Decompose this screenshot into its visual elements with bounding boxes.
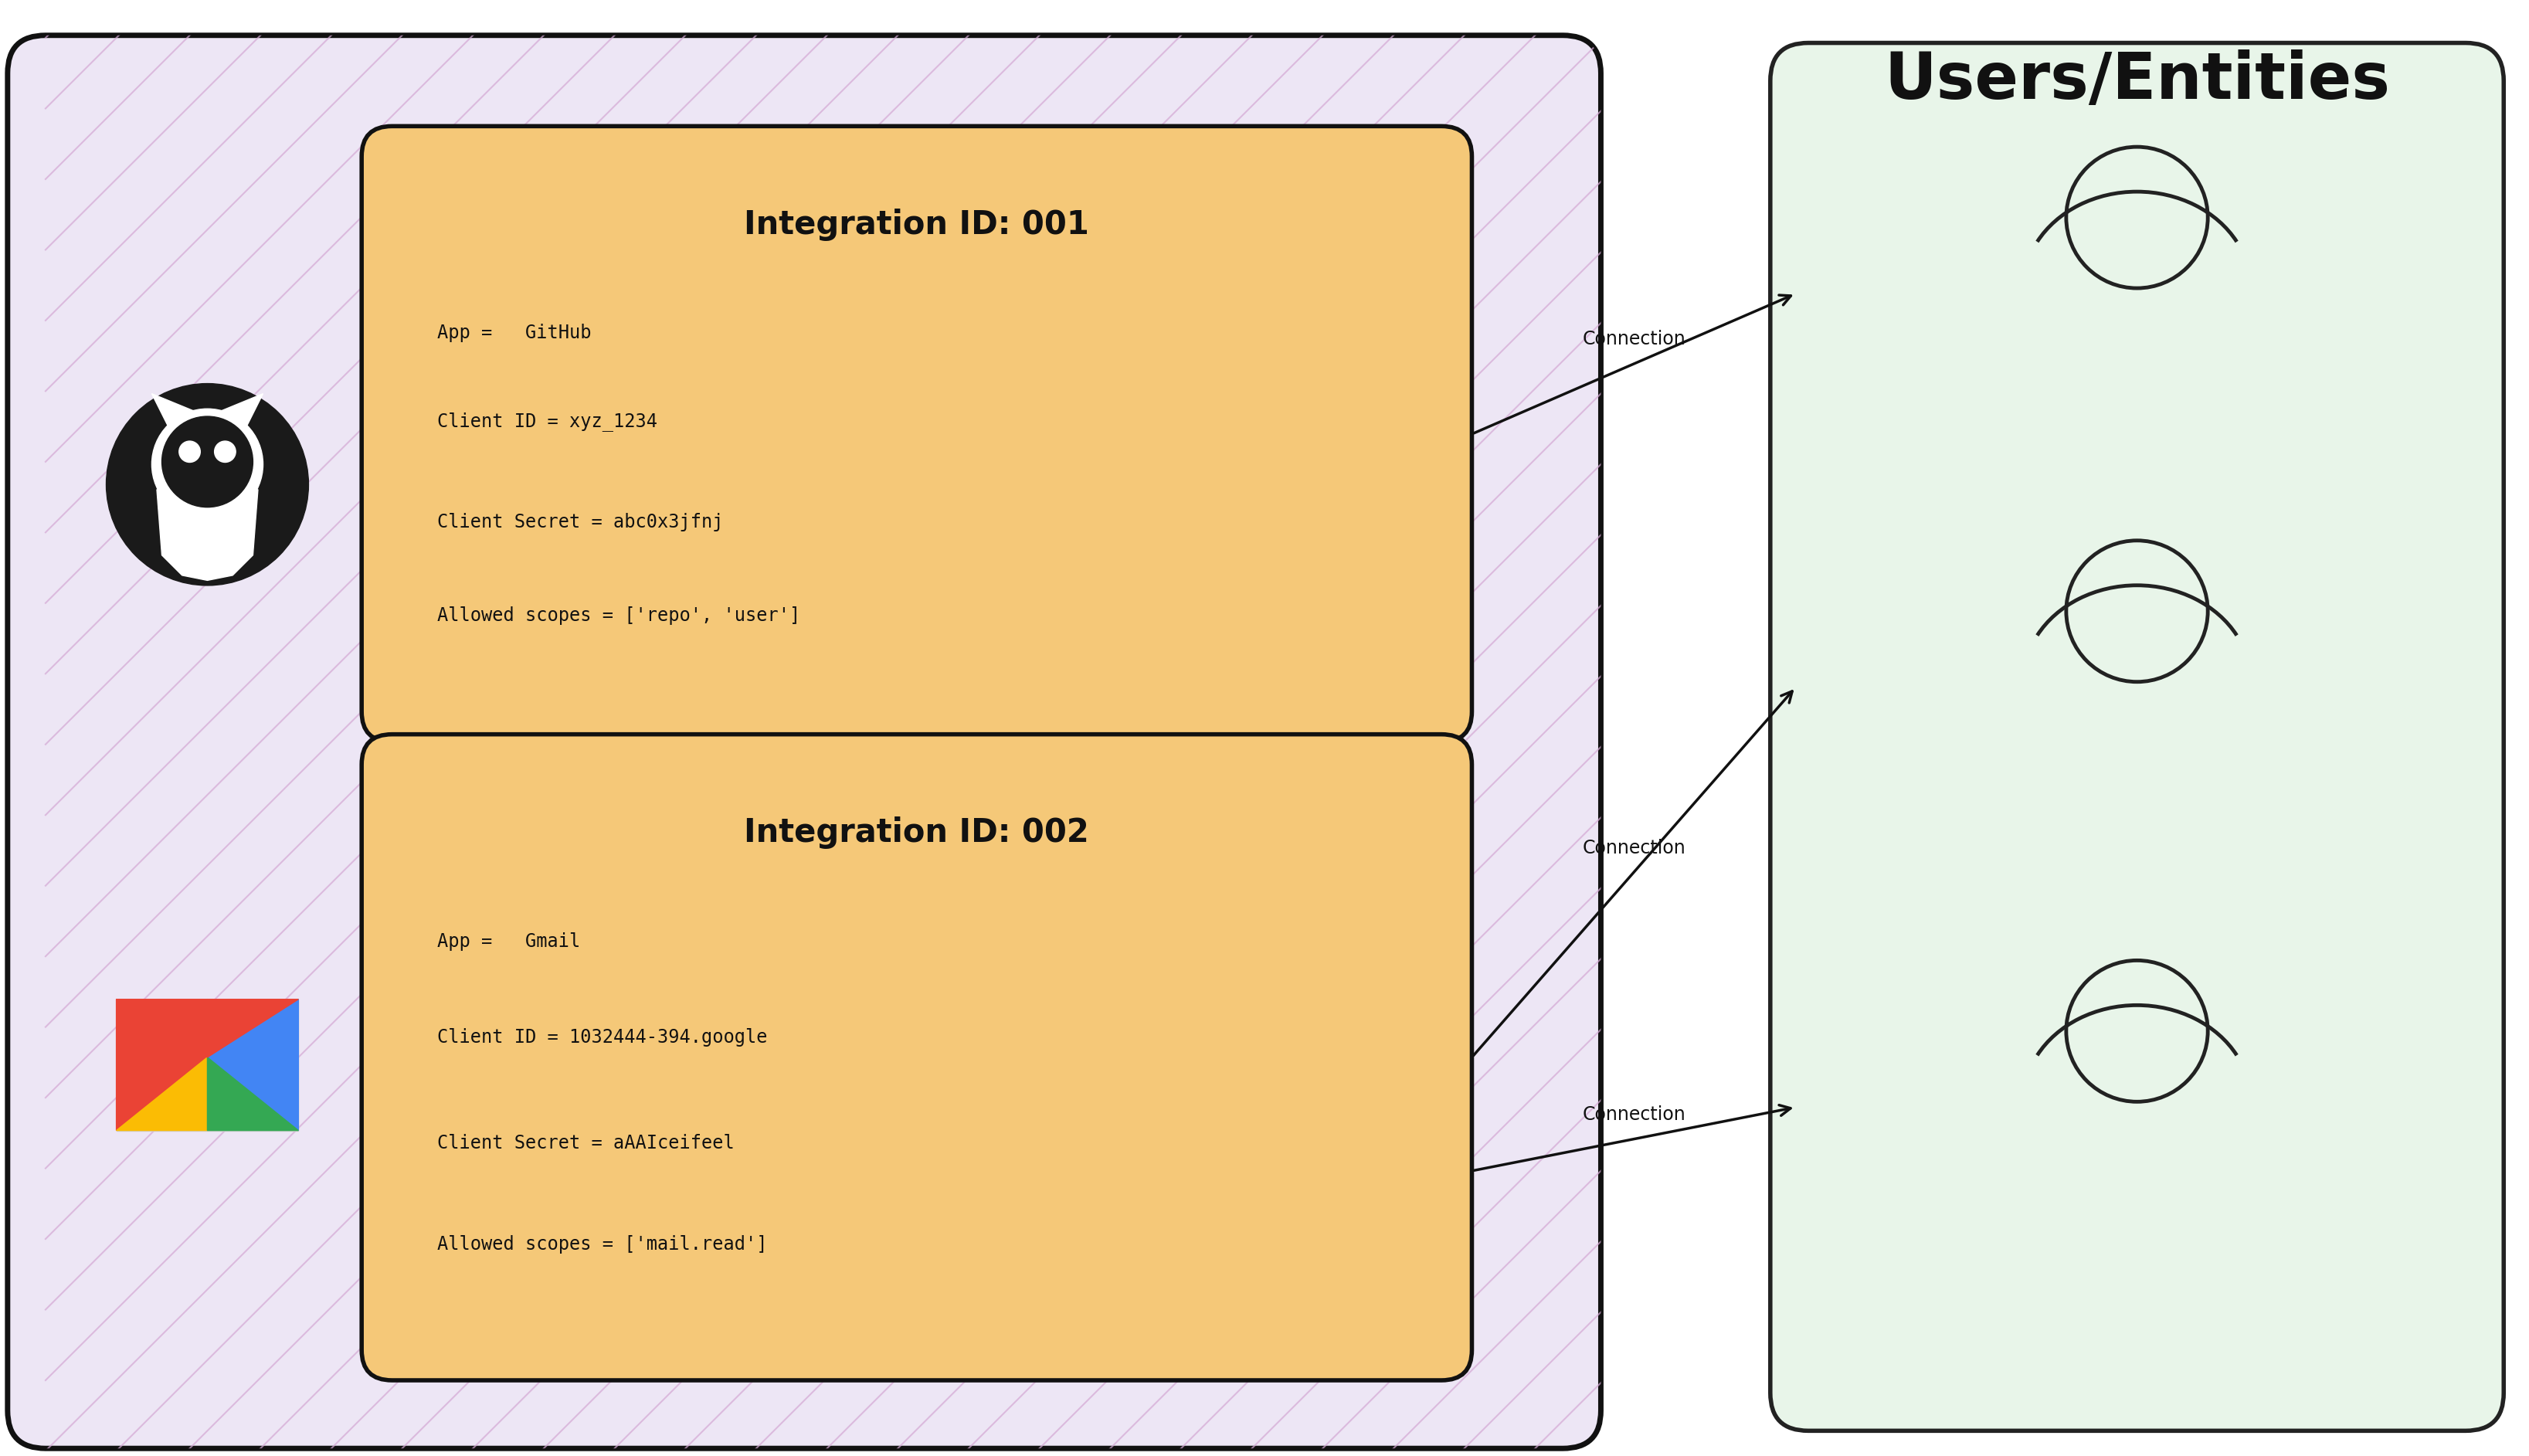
Text: Allowed scopes = ['mail.read']: Allowed scopes = ['mail.read'] — [438, 1235, 769, 1254]
Text: Client ID = xyz_1234: Client ID = xyz_1234 — [438, 412, 658, 431]
Circle shape — [152, 409, 263, 520]
Circle shape — [106, 383, 309, 585]
Polygon shape — [207, 999, 298, 1130]
FancyBboxPatch shape — [116, 999, 298, 1130]
FancyBboxPatch shape — [8, 35, 1601, 1449]
Text: Allowed scopes = ['repo', 'user']: Allowed scopes = ['repo', 'user'] — [438, 607, 802, 625]
FancyBboxPatch shape — [362, 734, 1472, 1380]
Text: App =   Gmail: App = Gmail — [438, 932, 582, 951]
Polygon shape — [157, 489, 258, 581]
Polygon shape — [220, 393, 263, 430]
Polygon shape — [152, 393, 195, 430]
Text: Client Secret = abc0x3jfnj: Client Secret = abc0x3jfnj — [438, 513, 723, 531]
Circle shape — [215, 441, 235, 463]
Text: App =   GitHub: App = GitHub — [438, 323, 592, 342]
Polygon shape — [116, 999, 298, 1057]
Circle shape — [180, 441, 200, 463]
Text: Integration ID: 001: Integration ID: 001 — [744, 208, 1090, 240]
Polygon shape — [116, 999, 207, 1130]
Text: Connection: Connection — [1583, 331, 1684, 349]
FancyBboxPatch shape — [1770, 42, 2504, 1431]
Polygon shape — [207, 1057, 298, 1130]
Polygon shape — [116, 1057, 207, 1130]
Text: Users/Entities: Users/Entities — [1884, 50, 2390, 112]
Circle shape — [162, 416, 253, 507]
Text: Client ID = 1032444-394.google: Client ID = 1032444-394.google — [438, 1028, 769, 1047]
Text: Client Secret = aAAIceifeel: Client Secret = aAAIceifeel — [438, 1134, 736, 1152]
FancyBboxPatch shape — [362, 127, 1472, 743]
Text: Integration ID: 002: Integration ID: 002 — [744, 817, 1090, 849]
Text: Connection: Connection — [1583, 1105, 1684, 1124]
Text: Connection: Connection — [1583, 839, 1684, 858]
